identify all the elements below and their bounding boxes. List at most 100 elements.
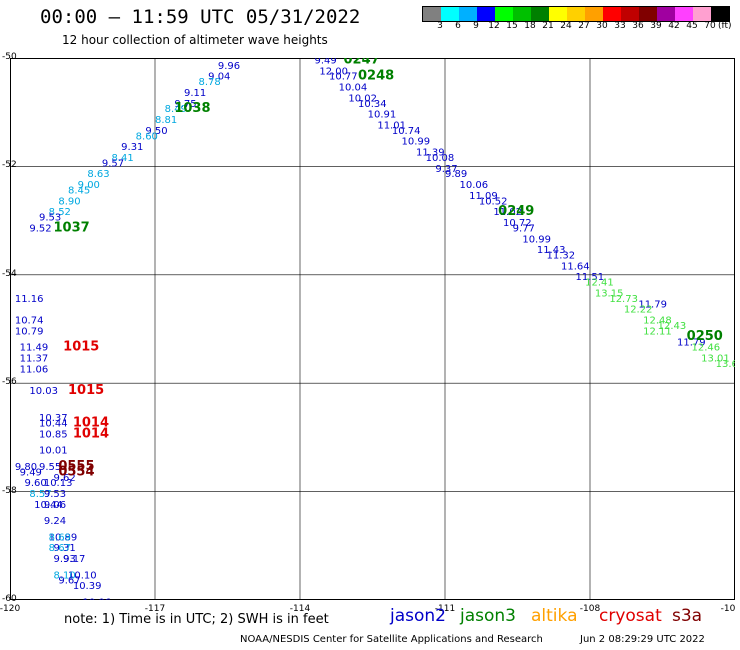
color-scale-tick: 39 — [650, 21, 661, 31]
wave-height-value: 9.24 — [44, 516, 66, 527]
wave-height-value: 8.90 — [58, 196, 80, 207]
map-frame — [11, 59, 735, 600]
longitude-tick-label: -108 — [580, 604, 600, 614]
map-title: 00:00 – 11:59 UTC 05/31/2022 — [40, 6, 360, 28]
wave-height-value: 9.93 — [54, 554, 76, 565]
color-swatch — [675, 7, 693, 21]
wave-height-value: 8.67 — [49, 543, 71, 554]
wave-height-value: 9.11 — [184, 88, 206, 99]
color-swatch — [711, 7, 729, 21]
wave-height-value: 9.53 — [44, 489, 66, 500]
longitude-tick-label: -10 — [721, 604, 736, 614]
wave-height-value: 13.6 — [716, 359, 735, 370]
wave-height-value: 12.46 — [692, 343, 721, 354]
wave-height-value: 10.13 — [44, 478, 73, 489]
legend-item-cryosat: cryosat — [599, 606, 662, 626]
color-swatch — [639, 7, 657, 21]
latitude-tick-label: -58 — [2, 486, 17, 496]
wave-height-value: 9.06 — [44, 500, 66, 511]
color-scale-tick: 70 — [704, 21, 715, 31]
wave-height-value: 10.06 — [460, 180, 489, 191]
wave-height-value: 10.85 — [39, 429, 68, 440]
wave-height-value: 9.77 — [513, 223, 535, 234]
pass-time-label: 0554 — [58, 464, 94, 479]
color-scale-unit: (ft) — [718, 21, 732, 31]
color-scale-tick: 42 — [668, 21, 679, 31]
wave-height-value: 10.01 — [39, 446, 68, 457]
legend-item-jason3: jason3 — [460, 606, 516, 626]
color-scale-bar — [422, 6, 730, 22]
latitude-tick-label: -54 — [2, 269, 17, 279]
latitude-tick-label: -56 — [2, 377, 17, 387]
longitude-tick-label: -120 — [0, 604, 20, 614]
wave-height-value: 8.63 — [87, 169, 109, 180]
color-scale-tick: 12 — [488, 21, 499, 31]
color-scale-tick: 9 — [473, 21, 479, 31]
color-swatch — [441, 7, 459, 21]
wave-height-value: 12.11 — [643, 326, 672, 337]
pass-time-label: 1015 — [63, 340, 99, 355]
wave-height-value: 8.45 — [68, 186, 90, 197]
color-scale-tick: 21 — [542, 21, 553, 31]
wave-height-value: 11.16 — [15, 294, 44, 305]
color-swatch — [423, 7, 441, 21]
wave-height-value: 10.77 — [329, 72, 358, 83]
color-scale-tick: 6 — [455, 21, 461, 31]
pass-time-label: 1014 — [73, 426, 109, 441]
map-subtitle: 12 hour collection of altimeter wave hei… — [62, 33, 328, 47]
wave-height-value: 9.31 — [121, 142, 143, 153]
color-swatch — [621, 7, 639, 21]
wave-height-value: 10.44 — [39, 419, 68, 430]
color-swatch — [495, 7, 513, 21]
wave-height-value: 10.08 — [426, 153, 455, 164]
wave-height-value: 8.81 — [155, 115, 177, 126]
color-scale-tick: 15 — [506, 21, 517, 31]
wave-height-value: 10.99 — [522, 234, 551, 245]
wave-height-value: 9.96 — [218, 61, 240, 72]
pass-time-label: 1037 — [54, 220, 90, 235]
color-swatch — [603, 7, 621, 21]
wave-height-value: 10.74 — [15, 316, 44, 327]
color-scale-tick: 36 — [632, 21, 643, 31]
footer-credit: NOAA/NESDIS Center for Satellite Applica… — [240, 634, 543, 645]
wave-height-map: 9.969.048.789.119.758.498.819.508.609.31… — [10, 58, 735, 600]
wave-height-value: 10.39 — [73, 581, 102, 592]
wave-height-value: 8.69 — [49, 532, 71, 543]
pass-time-label: 0247 — [344, 58, 380, 67]
legend-item-altika: altika — [531, 606, 578, 626]
color-swatch — [567, 7, 585, 21]
color-scale-tick: 33 — [614, 21, 625, 31]
wave-height-value: 11.37 — [20, 354, 49, 365]
wave-height-value: 10.03 — [29, 386, 58, 397]
pass-time-label: 1015 — [68, 383, 104, 398]
wave-height-value: 11.32 — [547, 251, 576, 262]
pass-time-label: 1038 — [174, 101, 210, 116]
wave-height-value: 10.91 — [368, 110, 397, 121]
footer-timestamp: Jun 2 08:29:29 UTC 2022 — [580, 634, 705, 645]
wave-height-value: 10.04 — [339, 83, 368, 94]
color-scale-tick: 45 — [686, 21, 697, 31]
wave-height-value: 10.74 — [392, 126, 421, 137]
wave-height-value: 10.34 — [358, 99, 387, 110]
wave-height-value: 9.52 — [29, 223, 51, 234]
color-scale-tick: 18 — [524, 21, 535, 31]
color-scale-tick: 24 — [560, 21, 571, 31]
legend-note: note: 1) Time is in UTC; 2) SWH is in fe… — [64, 612, 329, 627]
pass-time-label: 0248 — [358, 69, 394, 84]
wave-height-value: 10.79 — [15, 326, 44, 337]
color-swatch — [477, 7, 495, 21]
wave-height-value: 9.49 — [315, 58, 337, 66]
wave-height-value: 9.89 — [445, 169, 467, 180]
wave-height-value: 8.60 — [136, 131, 158, 142]
wave-height-value: 11.06 — [20, 364, 49, 375]
wave-height-value: 11.49 — [20, 343, 49, 354]
wave-height-value: 12.73 — [609, 294, 638, 305]
wave-height-value: 8.78 — [199, 77, 221, 88]
wave-height-value: 12.41 — [585, 278, 614, 289]
color-scale-tick: 30 — [596, 21, 607, 31]
wave-height-value: 9.57 — [102, 158, 124, 169]
legend-item-s3a: s3a — [672, 606, 702, 626]
color-scale-tick: 3 — [437, 21, 443, 31]
color-scale-tick: 27 — [578, 21, 589, 31]
color-swatch — [549, 7, 567, 21]
